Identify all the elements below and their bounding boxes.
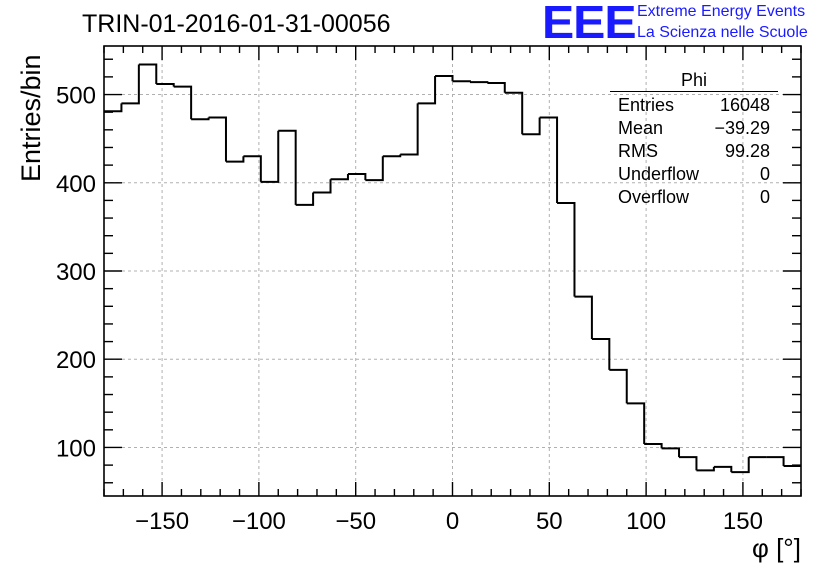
y-tick-label: 400 <box>56 171 96 198</box>
stats-row-overflow: Overflow 0 <box>610 186 778 209</box>
stats-label: Overflow <box>618 187 690 207</box>
histogram-bin <box>191 117 210 121</box>
histogram-bin <box>679 456 698 471</box>
histogram-bin <box>644 442 663 449</box>
stats-name: Phi <box>680 70 707 90</box>
grid-lines <box>104 46 801 496</box>
stats-label: Underflow <box>618 164 700 184</box>
histogram-bin <box>539 116 559 204</box>
stats-value: 0 <box>759 164 770 184</box>
histogram-bin <box>469 81 489 84</box>
histogram-bin <box>557 202 576 297</box>
histogram-bin <box>400 103 419 156</box>
tick-labels: −150 −100 −50 0 50 100 150 100 200 300 400 500 <box>56 83 763 535</box>
y-axis-label: Entries/bin <box>16 54 46 182</box>
chart-title: TRIN-01-2016-01-31-00056 <box>82 10 391 38</box>
stats-label: RMS <box>618 141 658 161</box>
histogram-bin <box>138 63 158 84</box>
histogram-bin <box>260 130 280 183</box>
histogram-bin <box>313 179 332 194</box>
histogram-bin <box>208 116 227 162</box>
histogram-bin <box>347 172 367 181</box>
histogram-bin <box>295 192 315 206</box>
histogram-bin <box>278 129 297 205</box>
stats-value: −39.29 <box>714 118 770 138</box>
histogram-bin <box>626 402 646 444</box>
x-tick-label: 150 <box>723 508 763 535</box>
stats-value: 16048 <box>719 95 770 115</box>
stats-row-mean: Mean −39.29 <box>610 117 778 140</box>
stats-box: Phi Entries 16048 Mean −39.29 RMS 99.28 … <box>610 70 778 209</box>
histogram-bin <box>435 75 454 82</box>
x-tick-label: 100 <box>626 508 666 535</box>
logo-subtitle-line2: La Scienza nelle Scuole <box>637 24 808 41</box>
stats-value: 0 <box>759 187 770 207</box>
x-tick-label: −50 <box>335 508 376 535</box>
stats-label: Mean <box>618 118 664 138</box>
stats-row-rms: RMS 99.28 <box>610 140 778 163</box>
histogram-bin <box>417 76 437 105</box>
histogram-bin <box>661 447 681 458</box>
y-tick-label: 100 <box>56 435 96 462</box>
x-tick-label: −100 <box>232 508 286 535</box>
histogram-bin <box>713 465 733 473</box>
logo-subtitle-line1: Extreme Energy Events <box>637 3 806 20</box>
histogram-bin <box>574 295 593 339</box>
axis-ticks <box>103 46 802 496</box>
histogram-bin <box>121 64 140 105</box>
x-axis-label: φ [°] <box>752 533 801 563</box>
histogram-bin <box>104 103 123 113</box>
y-tick-label: 500 <box>56 83 96 110</box>
histogram-bin <box>156 82 175 87</box>
y-tick-label: 200 <box>56 347 96 374</box>
histogram-bin <box>487 82 506 93</box>
stats-row-underflow: Underflow 0 <box>610 163 778 186</box>
histogram-bin <box>365 156 384 182</box>
y-tick-label: 300 <box>56 259 96 286</box>
eee-logo-letters: EEE <box>542 0 637 48</box>
histogram-bin <box>243 155 262 182</box>
histogram-bin <box>609 368 628 404</box>
histogram-bin <box>382 154 402 158</box>
histogram-bin <box>452 80 471 83</box>
histogram-bin <box>225 156 245 163</box>
stats-divider <box>610 91 778 92</box>
stats-row-entries: Entries 16048 <box>610 94 778 117</box>
stats-label: Entries <box>618 95 675 115</box>
histogram-bin <box>766 456 785 466</box>
x-tick-label: 0 <box>446 508 459 535</box>
histogram-bin <box>696 466 715 472</box>
histogram-series <box>104 63 801 474</box>
histogram-bin <box>522 117 541 136</box>
histogram-bin <box>330 173 349 181</box>
x-tick-label: 50 <box>536 508 563 535</box>
histogram-bin <box>504 91 524 135</box>
x-tick-label: −150 <box>135 508 189 535</box>
histogram-bin <box>731 457 750 474</box>
histogram-bin <box>173 85 193 120</box>
stats-value: 99.28 <box>724 141 770 161</box>
histogram-bin <box>591 337 611 370</box>
